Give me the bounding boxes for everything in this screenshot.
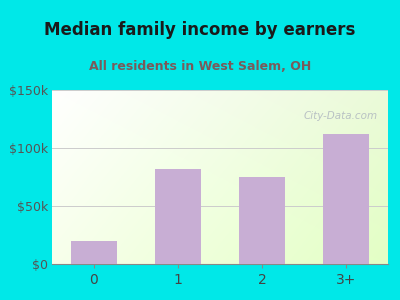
Bar: [239, 177, 285, 264]
Bar: [155, 169, 201, 264]
Bar: [71, 241, 117, 264]
Text: All residents in West Salem, OH: All residents in West Salem, OH: [89, 60, 311, 73]
Bar: [323, 134, 369, 264]
Text: Median family income by earners: Median family income by earners: [44, 21, 356, 39]
Text: City-Data.com: City-Data.com: [304, 111, 378, 121]
